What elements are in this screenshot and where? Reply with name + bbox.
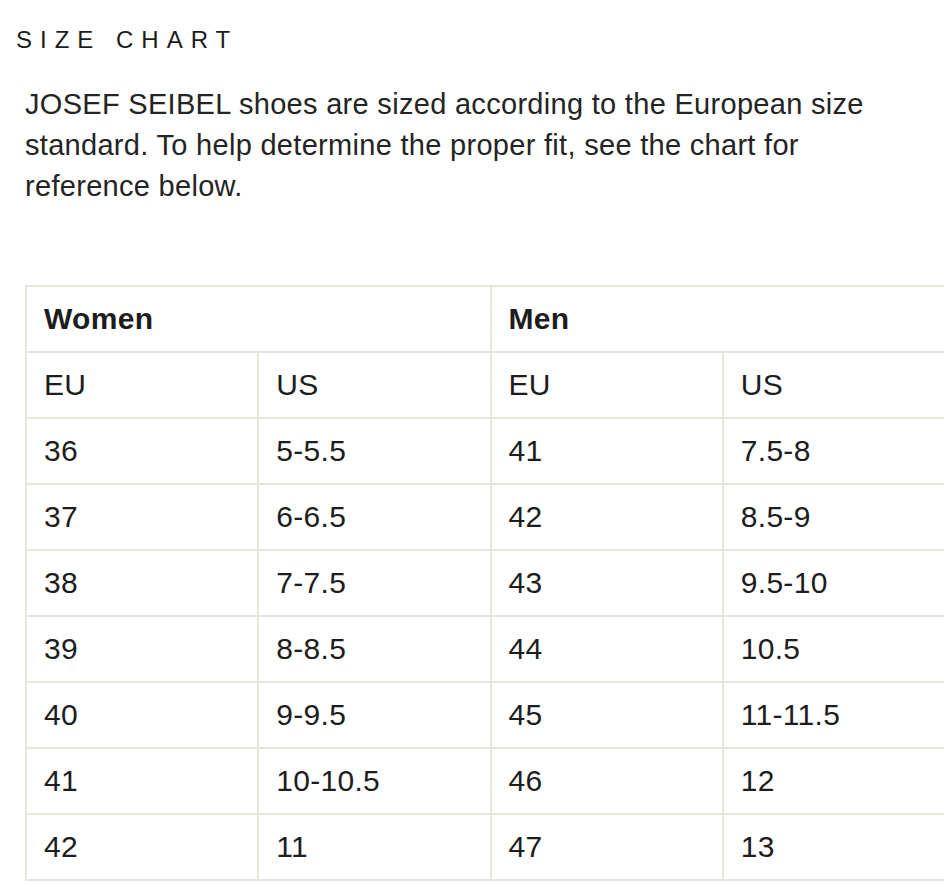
table-cell: 7-7.5 [258,550,490,616]
intro-paragraph: JOSEF SEIBEL shoes are sized according t… [25,84,940,207]
size-chart-page: SIZE CHART JOSEF SEIBEL shoes are sized … [0,28,944,886]
table-cell: 47 [491,814,723,880]
size-table: Women Men EU US EU US 36 5-5.5 41 7.5-8 … [25,285,944,881]
table-cell: 10.5 [723,616,944,682]
table-cell: 5-5.5 [258,418,490,484]
column-header-women-eu: EU [26,352,258,418]
table-cell: 37 [26,484,258,550]
table-cell: 41 [26,748,258,814]
table-cell: 12 [723,748,944,814]
table-row: 42 11 47 13 [26,814,944,880]
women-group-header: Women [26,286,491,352]
intro-line-3: reference below. [25,166,940,207]
table-cell: 10-10.5 [258,748,490,814]
table-cell: 42 [491,484,723,550]
intro-line-1: JOSEF SEIBEL shoes are sized according t… [25,84,940,125]
column-header-men-eu: EU [491,352,723,418]
table-group-header-row: Women Men [26,286,944,352]
table-cell: 43 [491,550,723,616]
table-cell: 8-8.5 [258,616,490,682]
column-header-women-us: US [258,352,490,418]
table-row: 37 6-6.5 42 8.5-9 [26,484,944,550]
table-cell: 9.5-10 [723,550,944,616]
men-group-header: Men [491,286,944,352]
intro-line-2: standard. To help determine the proper f… [25,125,940,166]
table-row: 41 10-10.5 46 12 [26,748,944,814]
table-row: 36 5-5.5 41 7.5-8 [26,418,944,484]
column-header-men-us: US [723,352,944,418]
page-title: SIZE CHART [16,28,944,52]
table-cell: 8.5-9 [723,484,944,550]
table-cell: 41 [491,418,723,484]
table-cell: 44 [491,616,723,682]
table-row: 39 8-8.5 44 10.5 [26,616,944,682]
table-cell: 36 [26,418,258,484]
table-cell: 6-6.5 [258,484,490,550]
table-cell: 11-11.5 [723,682,944,748]
table-cell: 40 [26,682,258,748]
table-row: 40 9-9.5 45 11-11.5 [26,682,944,748]
table-cell: 11 [258,814,490,880]
table-row: 38 7-7.5 43 9.5-10 [26,550,944,616]
table-cell: 13 [723,814,944,880]
table-cell: 9-9.5 [258,682,490,748]
table-cell: 42 [26,814,258,880]
table-cell: 7.5-8 [723,418,944,484]
table-column-header-row: EU US EU US [26,352,944,418]
table-cell: 38 [26,550,258,616]
table-cell: 46 [491,748,723,814]
table-cell: 45 [491,682,723,748]
table-cell: 39 [26,616,258,682]
